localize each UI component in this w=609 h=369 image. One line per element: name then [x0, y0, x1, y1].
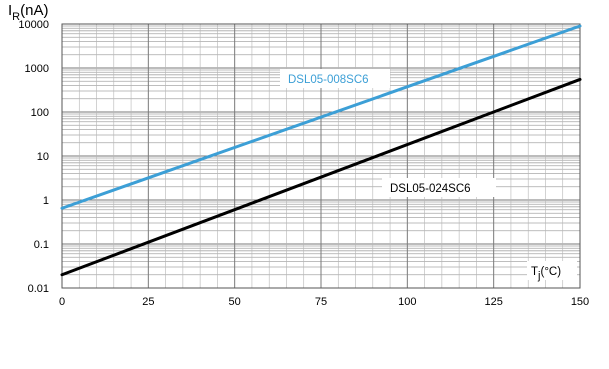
x-tick-label: 25 — [142, 296, 154, 308]
x-axis-label: Tj(°C) — [527, 261, 577, 282]
y-tick-label: 1000 — [25, 63, 49, 75]
svg-text:DSL05-024SC6: DSL05-024SC6 — [390, 183, 471, 195]
y-tick-label: 100 — [31, 107, 49, 119]
svg-text:Tj(°C): Tj(°C) — [531, 266, 561, 282]
series-label-024: DSL05-024SC6 — [382, 178, 496, 197]
y-axis-label: IR(nA) — [8, 2, 48, 23]
y-tick-label: 0.1 — [34, 239, 49, 251]
series-label-008: DSL05-008SC6 — [280, 69, 390, 88]
series-lines — [60, 24, 582, 277]
y-tick-label: 1 — [43, 195, 49, 207]
y-tick-label: 10000 — [18, 19, 49, 31]
x-tick-label: 125 — [484, 296, 502, 308]
series-line-0 — [60, 24, 582, 210]
y-tick-label: 0.01 — [28, 283, 49, 295]
x-tick-label: 100 — [398, 296, 416, 308]
plot-frame — [61, 23, 581, 289]
y-tick-label: 10 — [37, 151, 49, 163]
svg-text:DSL05-008SC6: DSL05-008SC6 — [288, 74, 369, 86]
grid — [61, 23, 581, 289]
x-tick-label: 150 — [571, 296, 589, 308]
x-tick-label: 0 — [59, 296, 65, 308]
tick-labels: 0 25 50 75 100 125 150 0.01 0.1 1 10 100 1000 10000 — [18, 19, 589, 308]
x-tick-label: 75 — [315, 296, 327, 308]
series-line-1 — [60, 77, 582, 277]
x-tick-label: 50 — [229, 296, 241, 308]
